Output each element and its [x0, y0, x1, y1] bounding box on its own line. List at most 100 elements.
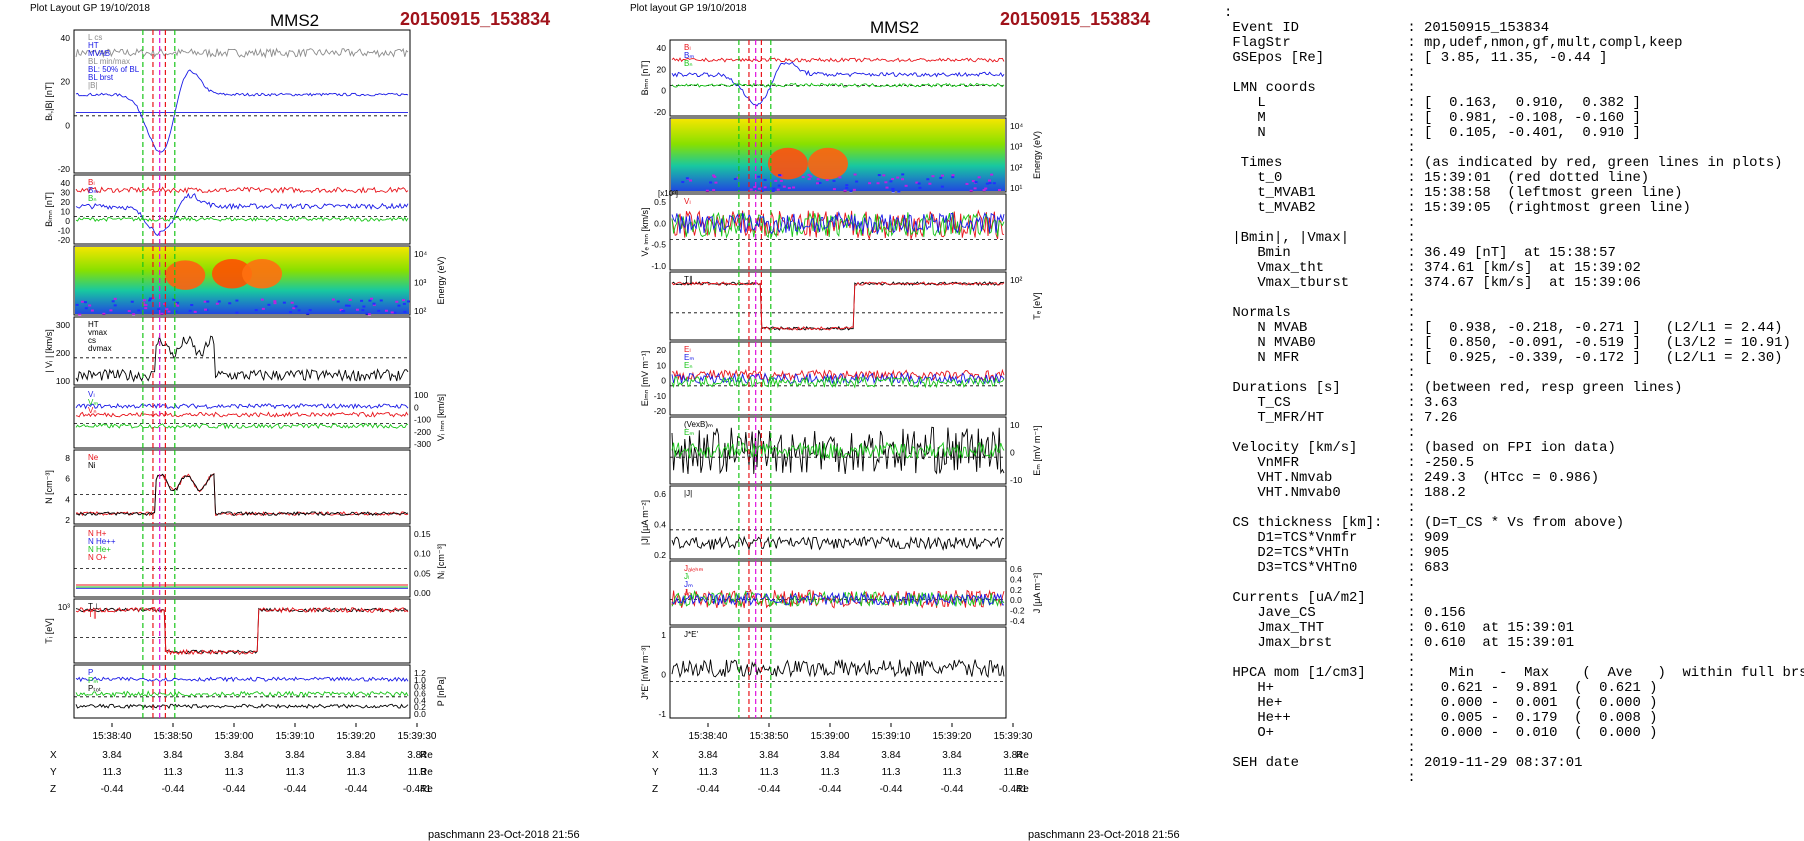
position-value: 11.3 [164, 767, 183, 778]
info-line: Durations [s] : (between red, resp green… [1224, 380, 1683, 396]
y-tick-label: 0.6 [654, 489, 666, 499]
spectrogram-speckle [306, 312, 310, 315]
info-line: GSEpos [Re] : [ 3.85, 11.35, -0.44 ] [1224, 50, 1608, 66]
spectrogram-speckle [815, 182, 819, 185]
position-unit: Re [420, 784, 433, 795]
spectrogram-speckle [992, 182, 996, 185]
position-value: 3.84 [881, 750, 901, 761]
legend-label: N O+ [88, 553, 107, 562]
spectrogram-speckle [884, 181, 888, 184]
trace-ht [75, 334, 409, 383]
panel-frame [669, 626, 1007, 719]
spectrogram-speckle [779, 179, 783, 182]
legend-label: Jₙ [684, 588, 691, 597]
info-line: t_MVAB2 : 15:39:05 (rightmost green line… [1224, 200, 1691, 216]
spectrogram-speckle [712, 189, 716, 192]
position-row-label: X [652, 750, 659, 761]
legend-label: BL: 50% of BL [88, 65, 140, 74]
legend-label: Ne [88, 453, 99, 462]
spectrogram-speckle [776, 188, 780, 191]
spectrogram-speckle [308, 309, 312, 312]
position-value: 11.3 [699, 767, 718, 778]
info-line: D1=TCS*Vnmfr : 909 [1224, 530, 1450, 546]
info-line: He+ : 0.000 - 0.001 ( 0.000 ) [1224, 695, 1658, 711]
y-axis-label: Nᵢ [cm⁻³] [436, 544, 446, 579]
y-tick-label: 1.2 [414, 668, 426, 678]
info-line: VnMFR : -250.5 [1224, 455, 1475, 471]
panel-frame [73, 316, 411, 386]
position-unit: Re [1016, 767, 1029, 778]
legend-label: BL brst [88, 73, 114, 82]
spectrogram-speckle [204, 308, 208, 311]
info-line: : [1224, 215, 1416, 231]
y-tick-label: 40 [61, 178, 71, 188]
spectrogram-speckle [771, 190, 775, 193]
legend-label: HT [88, 320, 99, 329]
y-tick-label: 0.10 [414, 549, 431, 559]
info-line: : [1224, 425, 1416, 441]
info-line: N MVAB : [ 0.938, -0.218, -0.271 ] (L2/L… [1224, 320, 1783, 336]
info-line: O+ : 0.000 - 0.010 ( 0.000 ) [1224, 725, 1658, 741]
spectrogram-speckle [144, 307, 148, 310]
spectrogram-speckle [148, 299, 152, 302]
legend-label: dvmax [88, 344, 112, 353]
left-footer: paschmann 23-Oct-2018 21:56 [428, 829, 580, 841]
spectrogram-hot-region-1 [211, 259, 253, 289]
spectrogram-speckle [757, 175, 761, 178]
spectrogram-speckle [832, 188, 836, 191]
spectrogram-speckle [390, 311, 394, 314]
legend-label: P [88, 668, 93, 677]
spectrogram-speckle [273, 300, 277, 303]
event-summary-text: : Event ID : 20150915_153834 FlagStr : m… [1224, 6, 1804, 786]
spectrogram-speckle [712, 174, 716, 177]
y-tick-label: -300 [414, 439, 431, 449]
panel-j-e-: J*E' 1 0 -1 J*E' [nW m⁻³] [640, 626, 1007, 719]
spectrogram-speckle [849, 190, 853, 193]
position-value: -0.441 [999, 784, 1028, 795]
trace-p [75, 676, 409, 683]
spectrogram-speckle [787, 187, 791, 190]
y-tick-label: 10 [657, 360, 667, 370]
position-value: 11.3 [821, 767, 840, 778]
trace-b- [671, 61, 1005, 107]
y-tick-label: -10 [654, 391, 667, 401]
spectrogram-speckle [384, 309, 388, 312]
legend-label: Vₙ [88, 406, 97, 415]
position-value: -0.44 [697, 784, 720, 795]
trace-j-e- [671, 659, 1005, 679]
spectrogram-speckle [782, 185, 786, 188]
spectrogram-speckle [705, 189, 709, 192]
spectrogram-speckle [763, 186, 767, 189]
legend-label: Vₘ [88, 398, 98, 407]
info-line: VHT.Nmvab0 : 188.2 [1224, 485, 1466, 501]
spectrogram-speckle [825, 179, 829, 182]
spectrogram-speckle [402, 299, 406, 302]
spectrogram-speckle [977, 176, 981, 179]
position-value: -0.44 [223, 784, 246, 795]
spectrogram-speckle [832, 179, 836, 182]
y-tick-label: -0.4 [1010, 616, 1025, 626]
y-tick-label: 20 [61, 197, 71, 207]
spectrogram-speckle [891, 187, 895, 190]
info-line: T_MFR/HT : 7.26 [1224, 410, 1458, 426]
spectrogram-speckle [254, 309, 258, 312]
y-tick-label: 0.05 [414, 568, 431, 578]
y-tick-label: -1 [658, 709, 666, 719]
legend-label: MVAB [88, 49, 110, 58]
y-tick-label: 0.5 [654, 197, 666, 207]
position-value: -0.44 [162, 784, 185, 795]
y-axis-label: Eₘ [mV m⁻¹] [1032, 425, 1042, 475]
info-line: Bmin : 36.49 [nT] at 15:38:57 [1224, 245, 1616, 261]
position-value: -0.44 [880, 784, 903, 795]
spectrogram-speckle [852, 188, 856, 191]
legend-label: Vₗ [88, 390, 95, 399]
spectrogram-speckle [760, 190, 764, 193]
spectrogram-speckle [403, 310, 407, 313]
spectrogram-speckle [713, 175, 717, 178]
spectrogram-speckle [347, 304, 351, 307]
spectrogram-speckle [90, 309, 94, 312]
